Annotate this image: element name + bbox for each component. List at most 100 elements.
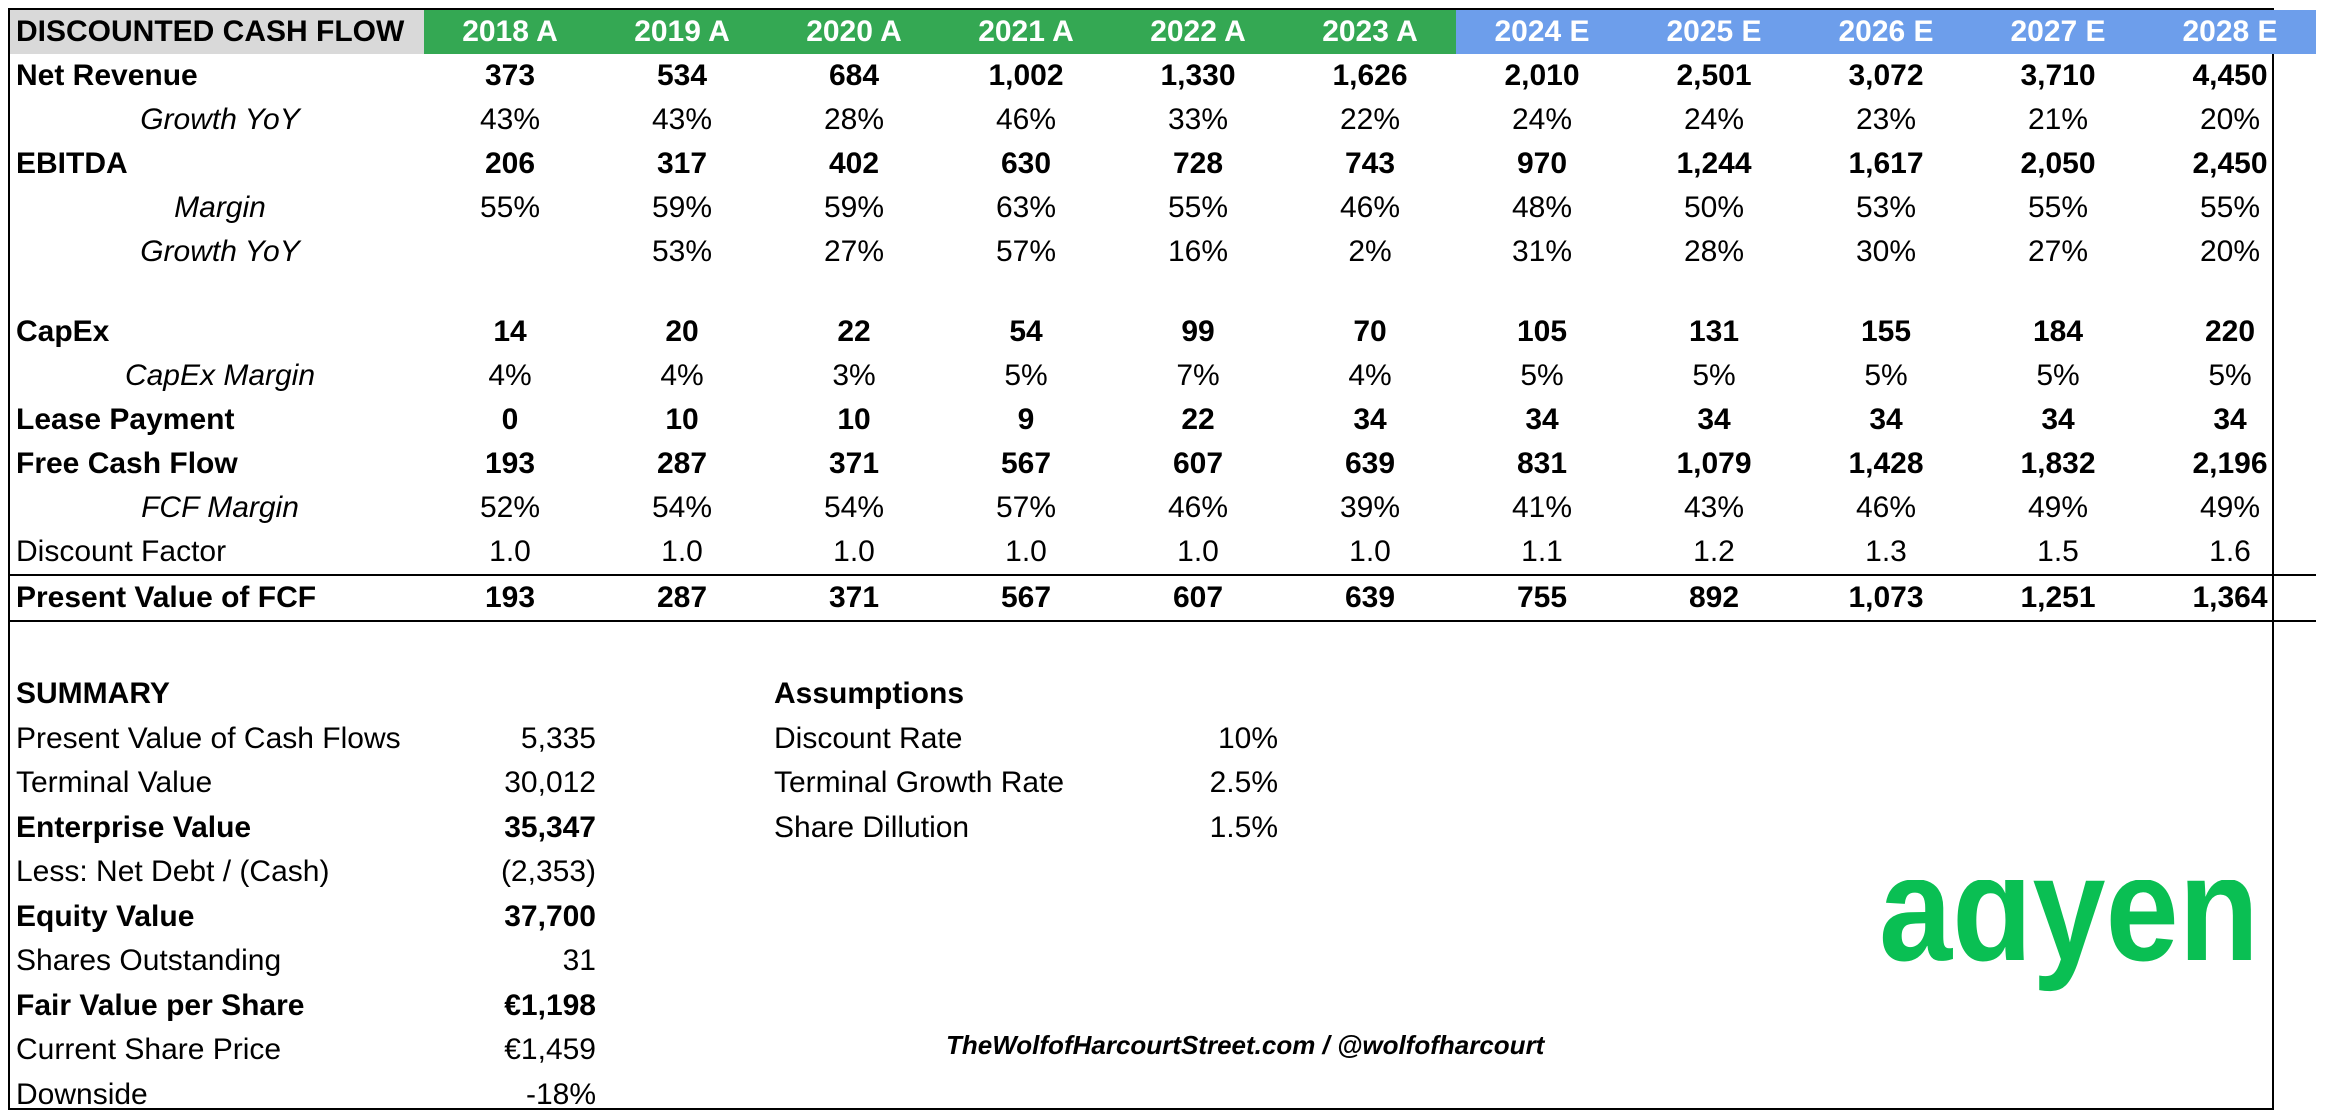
summary-value: 35,347 [504,810,596,844]
year-header: 2024 E [1456,10,1628,54]
cell-value: 99 [1181,315,1215,348]
cell-value: 55% [2199,191,2261,224]
row-label: EBITDA [16,147,128,180]
cell-value: 1,626 [1332,59,1408,92]
summary-row: Current Share Price €1,459 [16,1028,596,1073]
cell-value: 52% [479,491,541,524]
year-header: 2020 A [768,10,940,54]
row-label: Growth YoY [140,103,300,136]
cell-value: 43% [651,103,713,136]
cell-value: 55% [479,191,541,224]
cell-value: 1.3 [1865,535,1907,568]
summary-label: Fair Value per Share [16,988,305,1022]
cell-value: 1,428 [1848,447,1924,480]
year-header: 2023 A [1284,10,1456,54]
cell-value [424,274,596,310]
credit-text: TheWolfofHarcourtStreet.com / @wolfofhar… [946,1030,1545,1060]
cell-value [1800,274,1972,310]
cell-value: 1.6 [2209,535,2251,568]
cell-value: 2,450 [2192,147,2268,180]
summary-value: €1,198 [504,988,596,1022]
summary-row: Present Value of Cash Flows 5,335 [16,717,596,762]
cell-value: 59% [823,191,885,224]
cell-value: 1.0 [1005,535,1047,568]
cell-value [1284,274,1456,310]
cell-value: 27% [823,235,885,268]
cell-value: 831 [1516,447,1568,480]
table-row: CapEx Margin 4% 4% 3% 5% 7% 4% 5% 5% 5% 5% 5% [10,354,2316,398]
cell-value: 155 [1860,315,1912,348]
table-row: Free Cash Flow 193 287 371 567 607 639 831 1,079… [10,442,2316,486]
cell-value: 728 [1172,147,1224,180]
cell-value [424,230,596,274]
cell-value: 22 [1181,403,1215,436]
cell-value: 24% [1511,103,1573,136]
cell-value: 1,617 [1848,147,1924,180]
cell-value: 54% [823,491,885,524]
cell-value: 892 [1628,574,1800,622]
cell-value: 1.0 [1177,535,1219,568]
cell-value: 70 [1353,315,1387,348]
cell-value: 49% [2199,491,2261,524]
year-header: 2027 E [1972,10,2144,54]
assumption-label: Terminal Growth Rate [774,766,1065,799]
summary-value: 31 [562,944,596,977]
cell-value [2144,274,2316,310]
cell-value: 630 [1000,147,1052,180]
cell-value: 7% [1176,359,1220,392]
summary-value: -18% [525,1077,596,1111]
assumption-row: Share Dillution 1.5% [774,806,1278,851]
cell-value: 1.2 [1693,535,1735,568]
cell-value [1628,274,1800,310]
summary-value: €1,459 [504,1033,596,1066]
summary-label: Downside [16,1077,148,1111]
cell-value: 20 [665,315,699,348]
cell-value: 567 [1000,447,1052,480]
row-label: Growth YoY [140,235,300,268]
cell-value: 4% [660,359,704,392]
cell-value [768,274,940,310]
sheet-frame [8,8,2274,1110]
cell-value: 34 [1353,403,1387,436]
cell-value: 43% [479,103,541,136]
cell-value: 9 [1017,403,1035,436]
cell-value: 373 [484,59,536,92]
row-label [10,274,424,310]
cell-value: 57% [995,491,1057,524]
cell-value: 105 [1516,315,1568,348]
cell-value: 30% [1855,235,1917,268]
row-label: FCF Margin [141,491,299,524]
summary-label: Present Value of Cash Flows [16,721,401,755]
cell-value: 534 [656,59,708,92]
cell-value: 27% [2027,235,2089,268]
cell-value: 1,244 [1676,147,1752,180]
cell-value: 3% [832,359,876,392]
cell-value: 14 [493,315,527,348]
assumption-row: Discount Rate 10% [774,717,1278,762]
cell-value: 48% [1511,191,1573,224]
cell-value: 49% [2027,491,2089,524]
summary-row: Downside -18% [16,1073,596,1118]
cell-value: 23% [1855,103,1917,136]
cell-value: 1.5 [2037,535,2079,568]
year-header: 2018 A [424,10,596,54]
cell-value: 55% [2027,191,2089,224]
cell-value: 3,072 [1848,59,1924,92]
cell-value: 21% [2027,103,2089,136]
summary-value: 37,700 [504,899,596,933]
cell-value: 46% [1855,491,1917,524]
cell-value: 1.0 [661,535,703,568]
cell-value: 54% [651,491,713,524]
cell-value: 287 [656,447,708,480]
assumption-value: 10% [1217,721,1278,755]
cell-value: 131 [1688,315,1740,348]
cell-value: 206 [484,147,536,180]
year-header: 2019 A [596,10,768,54]
cell-value: 5% [1864,359,1908,392]
cell-value: 5% [2208,359,2252,392]
cell-value: 684 [828,59,880,92]
table-row: Margin 55% 59% 59% 63% 55% 46% 48% 50% 53% 55% 55% [10,186,2316,230]
cell-value: 607 [1112,574,1284,622]
table-row: Net Revenue 373 534 684 1,002 1,330 1,626 2,010… [10,54,2316,98]
cell-value [1112,274,1284,310]
